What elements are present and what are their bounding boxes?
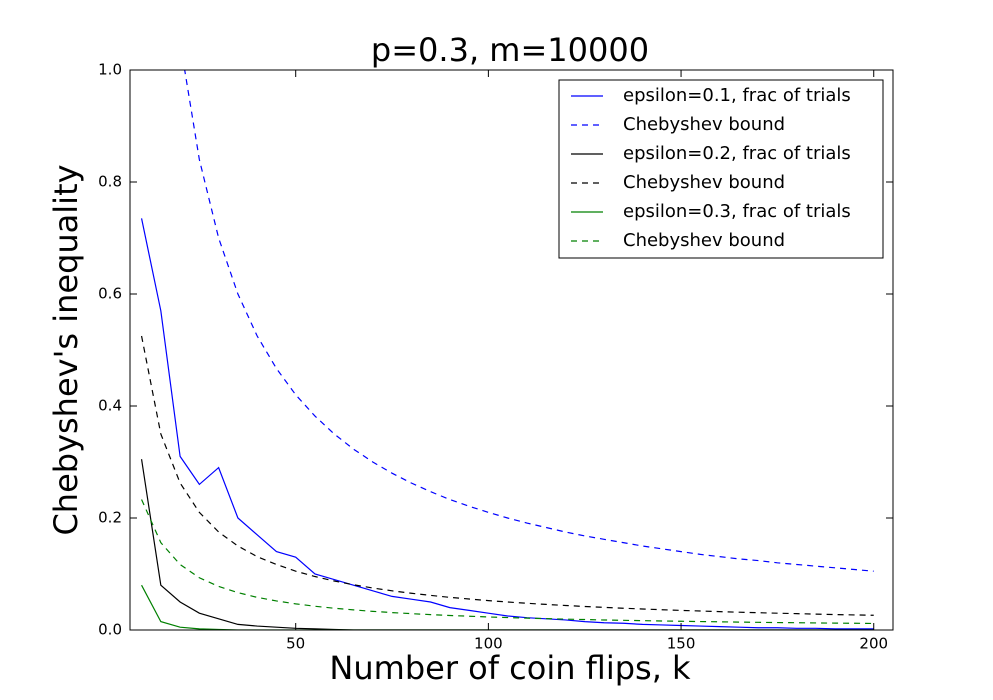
y-axis-label: Chebyshev's inequality: [47, 164, 85, 535]
series-line: [140, 218, 874, 630]
plot-area: [140, 70, 874, 630]
y-tick-label: 0.4: [98, 397, 122, 415]
y-tick-label: 0.8: [98, 173, 122, 191]
legend-label: Chebyshev bound: [623, 230, 785, 251]
series-line: [184, 70, 874, 572]
x-tick-label: 200: [859, 635, 888, 653]
y-tick-label: 0.6: [98, 285, 122, 303]
y-tick-label: 1.0: [98, 61, 122, 79]
series-line: [140, 335, 874, 616]
series-line: [141, 499, 874, 625]
legend-label: Chebyshev bound: [623, 172, 785, 193]
x-tick-label: 100: [474, 635, 503, 653]
legend-label: epsilon=0.3, frac of trials: [623, 201, 851, 222]
legend-label: Chebyshev bound: [623, 114, 785, 135]
legend-box: [558, 79, 884, 259]
chart-title: p=0.3, m=10000: [371, 31, 649, 69]
x-axis-label: Number of coin flips, k: [329, 649, 691, 687]
y-tick-label: 0.0: [98, 621, 122, 639]
legend-label: epsilon=0.1, frac of trials: [623, 85, 851, 106]
x-tick-label: 50: [286, 635, 305, 653]
plot-frame: [129, 69, 894, 631]
legend-label: epsilon=0.2, frac of trials: [623, 143, 851, 164]
x-tick-label: 150: [667, 635, 696, 653]
y-tick-label: 0.2: [98, 509, 122, 527]
series-line: [140, 459, 874, 630]
